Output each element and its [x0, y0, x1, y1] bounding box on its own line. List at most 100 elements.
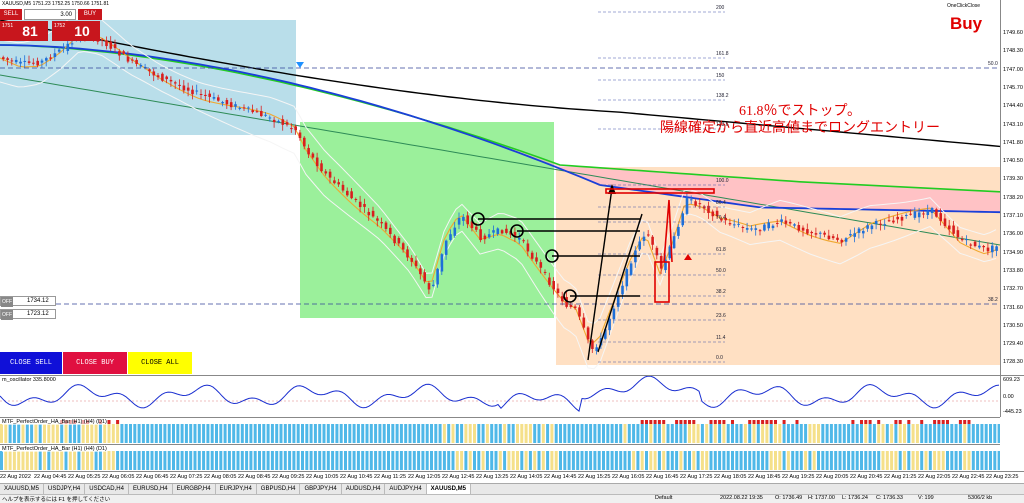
candle-bear [191, 89, 194, 95]
stop-toggle-2[interactable]: OFF [1, 310, 13, 320]
ha-bar [283, 451, 287, 470]
ha-bar [86, 424, 89, 443]
ha-bar [438, 451, 442, 470]
time-tick: 22 Aug 08:05 [204, 474, 237, 480]
candle-bear [350, 191, 353, 199]
ha-bar [468, 451, 472, 470]
ha-bar [907, 424, 911, 443]
ha-bar-panel-1[interactable]: MTF_PerfectOrder_HA_Bar (H1) (H4) (D1) [0, 417, 1000, 444]
ha-bar [240, 451, 244, 470]
status-traffic: 5306/2 kb [968, 495, 993, 501]
chart-tab[interactable]: USDCAD,H4 [85, 484, 129, 494]
price-tick: 1741.80 [1003, 139, 1023, 146]
candle-bull [457, 217, 461, 225]
candle-bull [53, 53, 57, 58]
candle-bear [922, 213, 925, 215]
chart-tab[interactable]: EURUSD,H4 [129, 484, 173, 494]
stop-value-2[interactable]: 1723.12 [27, 311, 49, 317]
ha-bar [318, 451, 322, 470]
candle-bear [784, 220, 788, 224]
chart-tab[interactable]: AUDUSD,H4 [342, 484, 386, 494]
candle-bear [522, 240, 525, 242]
ha-bar [34, 424, 38, 443]
time-tick: 22 Aug 10:05 [306, 474, 339, 480]
ha-bar [718, 451, 722, 470]
candle-bear [204, 94, 207, 96]
ha-bar [468, 424, 472, 443]
buy-price-button[interactable]: 1752 10 [52, 21, 100, 41]
chart-tab[interactable]: EURGBP,H4 [173, 484, 216, 494]
time-tick: 22 Aug 09:25 [272, 474, 305, 480]
ha-bar [571, 451, 575, 470]
ha-bar [795, 451, 799, 470]
ha-bar [958, 451, 962, 470]
candle-bull [819, 232, 822, 234]
time-tick: 22 Aug 18:05 [714, 474, 747, 480]
ha-bar [649, 424, 653, 443]
ha-bar-top [765, 420, 769, 424]
oscillator-panel[interactable]: m_oscillator 335.8000 [0, 375, 1000, 417]
candle-bear [397, 238, 401, 244]
ha-bar [98, 451, 102, 470]
close-sell-button[interactable]: CLOSE SELL [0, 352, 62, 374]
stop-toggle-1[interactable]: OFF [1, 297, 13, 307]
fib-side-label: 38.2 [988, 297, 998, 303]
candle-bear [655, 247, 659, 256]
price-chart-svg[interactable] [0, 0, 1000, 375]
ha-bar [60, 451, 64, 470]
candle-bear [401, 243, 405, 250]
ha-bar [907, 451, 911, 470]
ha-bar [696, 451, 700, 470]
oneclick-close-label[interactable]: OneClickClose [947, 3, 981, 9]
ha-bar-panel-2[interactable]: MTF_PerfectOrder_HA_Bar (H1) (H4) (D1) [0, 444, 1000, 471]
main-chart[interactable]: XAUUSD,M5 1751.23 1752.25 1750.66 1751.8… [0, 0, 1000, 375]
ha-bar [223, 424, 227, 443]
chart-tab[interactable]: XAUUSD,M5 [0, 484, 45, 494]
close-all-button[interactable]: CLOSE ALL [128, 352, 192, 374]
ha-bar [296, 451, 300, 470]
chart-tab[interactable]: USDJPY,H4 [44, 484, 86, 494]
chart-tab[interactable]: AUDJPY,H4 [385, 484, 427, 494]
price-tick: 1733.80 [1003, 267, 1023, 274]
chart-tab[interactable]: GBPJPY,H4 [300, 484, 342, 494]
buy-button[interactable]: BUY [78, 9, 102, 20]
candle-bear [178, 84, 181, 86]
stop-input-1[interactable]: OFF 1734.12 [0, 296, 56, 307]
close-buy-button[interactable]: CLOSE BUY [63, 352, 127, 374]
ha-bar [898, 451, 902, 470]
time-tick: 22 Aug 10:45 [340, 474, 373, 480]
ha-bar-top [116, 420, 120, 424]
ha-bar [967, 451, 971, 470]
sell-price-button[interactable]: 1751 81 [0, 21, 48, 41]
ha-bar [395, 424, 399, 443]
ha-bar [602, 451, 605, 470]
ha-bar [885, 424, 889, 443]
chart-tab[interactable]: XAUUSD,M5 [426, 484, 472, 494]
ha-bar [292, 451, 296, 470]
chart-tab[interactable]: EURJPY,H4 [216, 484, 257, 494]
ha-bar [761, 424, 765, 443]
stop-value-1[interactable]: 1734.12 [27, 298, 49, 304]
price-axis[interactable]: 1749.60 1748.30 1747.00 1745.70 1744.40 1743.… [1000, 0, 1024, 384]
ha-bar [249, 451, 253, 470]
ha-bar [851, 451, 855, 470]
ha-bar [619, 451, 623, 470]
ha-bar [817, 451, 820, 470]
stop-input-2[interactable]: OFF 1723.12 [0, 309, 56, 320]
ha-bar [387, 424, 390, 443]
ha-bar [146, 451, 150, 470]
ha-bar [275, 451, 279, 470]
ha-bar [249, 424, 253, 443]
ha-bar [705, 451, 709, 470]
ha-bar-label-2: MTF_PerfectOrder_HA_Bar (H1) (H4) (D1) [2, 446, 107, 452]
chart-tab[interactable]: GBPUSD,H4 [257, 484, 301, 494]
lot-size-input[interactable]: 3.00 [24, 9, 76, 20]
sell-button[interactable]: SELL [0, 9, 22, 20]
ha-bar [580, 424, 584, 443]
ha-bar [683, 451, 687, 470]
ha-bar [90, 451, 94, 470]
ha-bar [709, 451, 713, 470]
ha-bar [348, 451, 352, 470]
ha-bar [176, 424, 180, 443]
ha-bar [713, 424, 717, 443]
